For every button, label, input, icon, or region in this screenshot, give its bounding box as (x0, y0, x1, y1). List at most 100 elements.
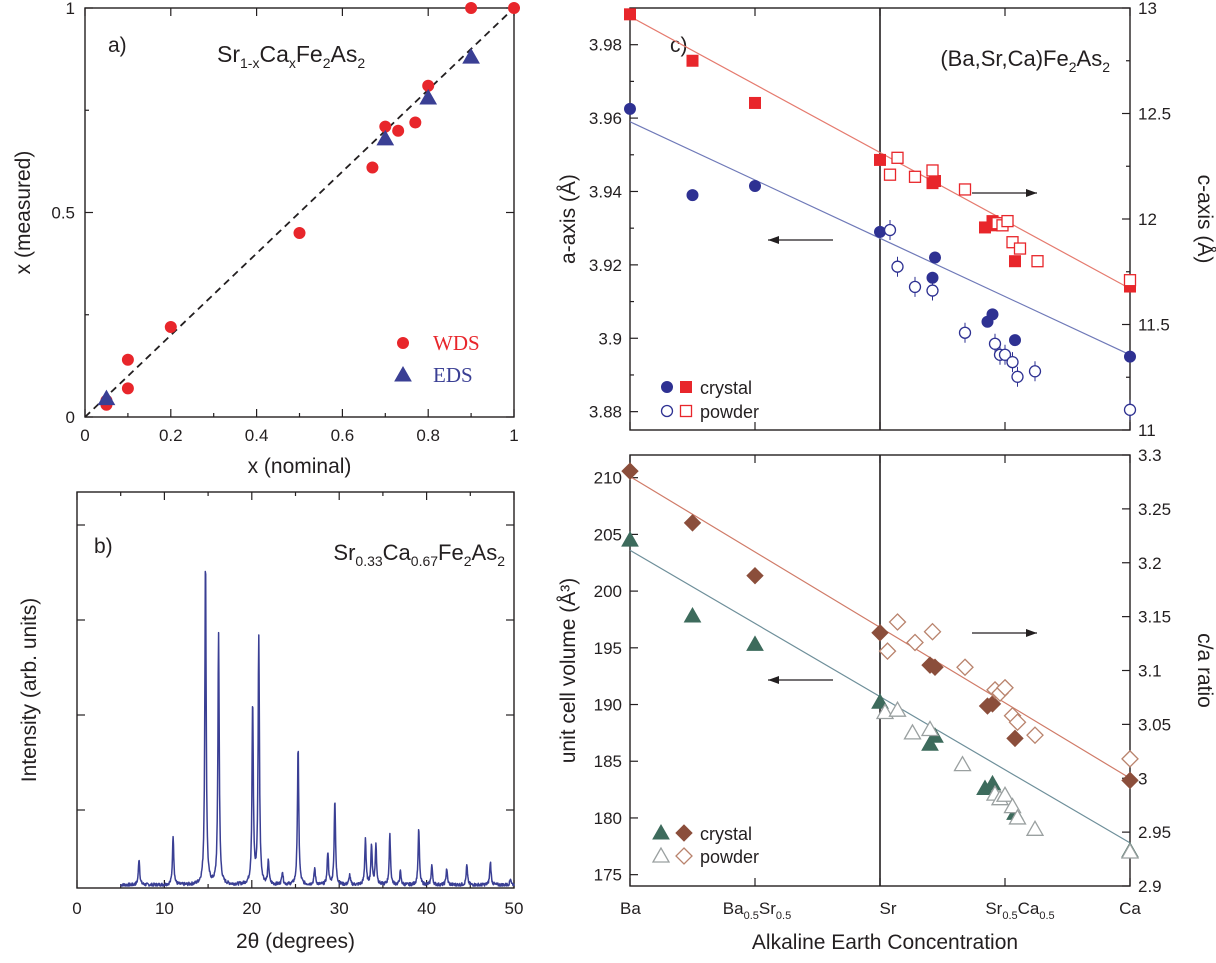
formula-part: As (1077, 46, 1103, 71)
V-powder-point (875, 703, 895, 720)
V-crystal-point (871, 693, 889, 709)
y-tick-label-left: 175 (594, 866, 622, 885)
ca-crystal-point (926, 658, 944, 676)
formula-part: 2 (1102, 59, 1110, 75)
y-tick-label-left: 3.9 (598, 329, 622, 348)
c-axis-powder-point (883, 168, 897, 181)
panel-formula: (Ba,Sr,Ca)Fe2As2 (940, 46, 1110, 75)
formula-part: 0.33 (355, 553, 382, 569)
y-tick-label-left: 3.88 (589, 403, 622, 422)
formula-part: Sr (333, 540, 355, 565)
a-axis-crystal-point (1124, 350, 1136, 363)
y-tick-label-left: 3.94 (589, 182, 622, 201)
a-axis-crystal-point (986, 308, 999, 321)
x-axis-label: 2θ (degrees) (236, 930, 355, 953)
a-axis-crystal-point (624, 102, 636, 115)
c-axis-powder-point (926, 164, 939, 177)
formula-part: Ca (259, 41, 289, 67)
y-axis-label-right: c-axis (Å) (1193, 175, 1216, 264)
ca-powder-point (1008, 713, 1027, 732)
x-tick-label: 1 (509, 426, 518, 445)
a-axis-powder-point (998, 348, 1012, 361)
x-tick-label: 0 (72, 899, 81, 918)
y-axis-label: x (measured) (12, 151, 35, 275)
legend-marker-eds (394, 365, 412, 382)
x-tick-label: Ba (620, 899, 641, 918)
a-axis-powder-point (891, 260, 904, 273)
wds-point (392, 124, 405, 137)
panel-a-composition: 0 0.2 0.4 0.6 0.8 1 0 0.5 1 x (nominal) x (measure… (12, 0, 520, 478)
formula-part: 2 (323, 55, 331, 71)
ca-powder-point (1026, 726, 1044, 745)
x-tick-label: 0.8 (416, 426, 440, 445)
y-tick-label-right: 12 (1138, 210, 1157, 229)
c-axis-crystal-point (749, 96, 761, 109)
formula-part: Ca (1018, 899, 1040, 918)
arrow-right-head (1026, 629, 1037, 637)
y-tick-label-left: 3.98 (589, 36, 622, 55)
a-axis-powder-point (1006, 355, 1019, 369)
ca-powder-point (888, 613, 907, 631)
legend-marker-crystal-v (652, 823, 670, 840)
ca-crystal-point (1006, 729, 1024, 748)
y-axis-label-left: unit cell volume (Å³) (557, 578, 580, 764)
y-tick-label: 0 (66, 408, 75, 427)
legend-label-powder: powder (700, 402, 759, 422)
x-tick-label: 20 (242, 899, 261, 918)
y-tick-label-right: 3.25 (1138, 500, 1171, 519)
V-powder-point (920, 720, 940, 737)
a-axis-powder-point (908, 280, 922, 294)
arrow-right-head (1026, 189, 1037, 197)
formula-part: Fe (296, 41, 323, 67)
V-powder-point (888, 700, 907, 717)
V-powder-point (1120, 842, 1140, 859)
x-axis-label: x (nominal) (248, 455, 352, 478)
a-axis-powder-point (988, 337, 1002, 350)
formula-part: 2 (464, 553, 472, 569)
c-axis-powder-point (908, 170, 922, 183)
arrow-left-head (768, 236, 779, 244)
y-tick-label-right: 2.9 (1138, 877, 1162, 896)
ca-powder-point (996, 678, 1014, 697)
a-axis-crystal-point (686, 189, 699, 202)
ca-crystal-point (871, 624, 889, 642)
legend-marker-crystal-c (680, 381, 692, 393)
y-tick-label-right: 11.5 (1138, 316, 1170, 335)
legend-label-powder: powder (700, 847, 759, 867)
c-axis-powder-point (1123, 274, 1137, 287)
legend-marker-powder-a (660, 404, 674, 418)
legend-marker-powder-ca (675, 847, 693, 865)
formula-part: Ba (723, 899, 744, 918)
legend-marker-powder-c (679, 404, 693, 418)
x-tick-label: Ca (1119, 899, 1141, 918)
y-tick-label-left: 3.96 (589, 109, 622, 128)
legend-label-wds: WDS (433, 331, 480, 355)
ca-crystal-point (1121, 771, 1139, 790)
y-axis-label-left: a-axis (Å) (557, 174, 580, 264)
wds-point (409, 116, 422, 129)
formula-part: 0.5 (776, 910, 791, 922)
V-crystal-point (621, 531, 639, 547)
c-axis-powder-point (1031, 255, 1044, 268)
y-tick-label-right: 3.05 (1138, 715, 1171, 734)
formula-part: As (472, 540, 498, 565)
x-tick-label: 40 (417, 899, 436, 918)
y-tick-label-right: 3 (1138, 769, 1147, 788)
y-tick-label-right: 12.5 (1138, 105, 1171, 124)
a-axis-powder-point (958, 326, 972, 339)
legend-marker-crystal-a (661, 381, 673, 393)
formula-part: 2 (497, 553, 505, 569)
formula-part: Sr (880, 899, 897, 918)
wds-point (465, 2, 478, 14)
c-axis-crystal-point (624, 8, 636, 21)
c-axis-crystal-point (686, 54, 699, 67)
formula-part: 1-x (240, 55, 259, 71)
V-powder-point (903, 723, 922, 740)
a-axis-powder-point (1011, 370, 1024, 383)
eds-point (97, 389, 116, 406)
panel-d-volume-ratio: 175 180 185 190 195 200 205 210 2.9 2.95 3 3.05 3.1 3… (557, 446, 1216, 954)
a-axis-crystal-point (874, 225, 886, 238)
formula-part: x (289, 55, 296, 71)
y-tick-label-right: 3.1 (1138, 662, 1162, 681)
y-tick-label-right: 3.2 (1138, 554, 1162, 573)
